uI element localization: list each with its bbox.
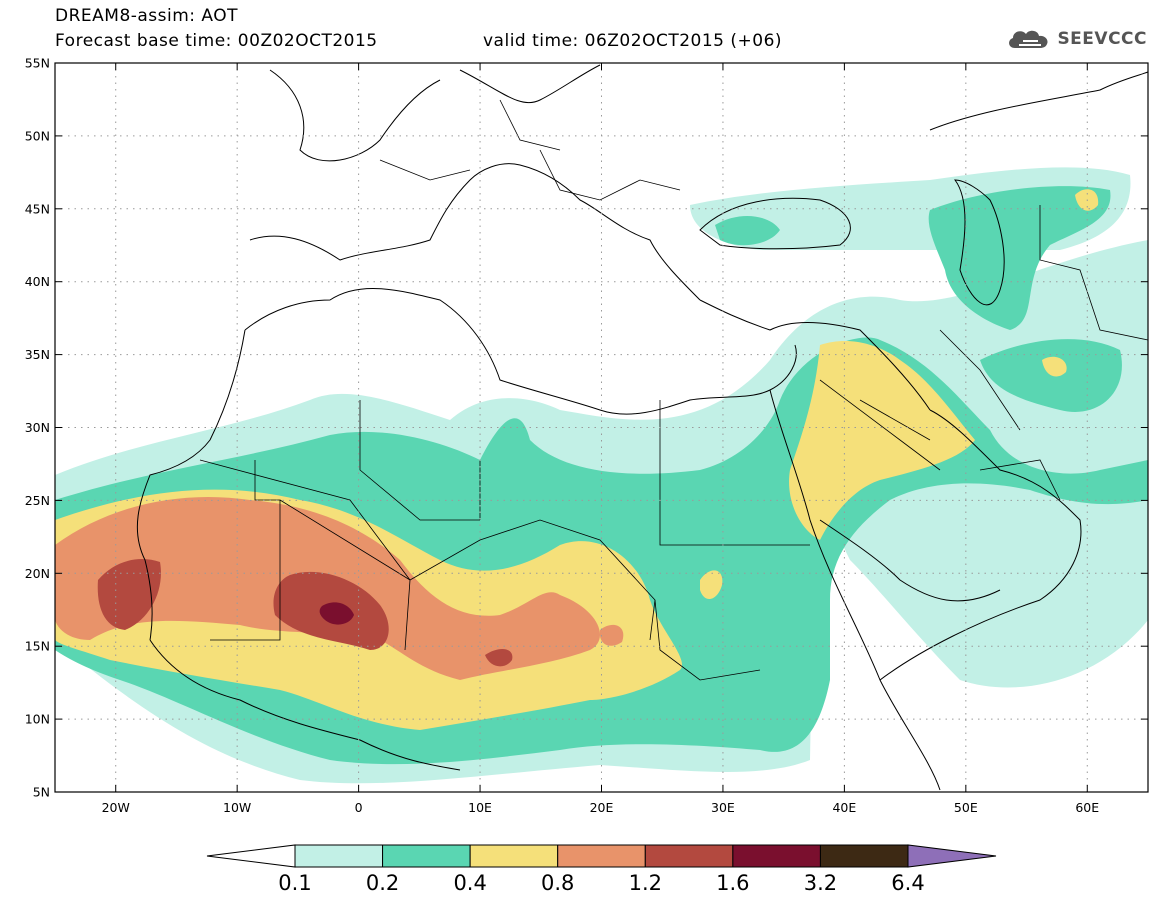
colorbar-upper-arrow (907, 844, 997, 868)
lat-tick-label: 30N (25, 420, 50, 435)
colorbar-lower-arrow (206, 844, 296, 868)
lat-tick-label: 20N (25, 566, 50, 581)
lon-tick-label: 10E (468, 800, 492, 815)
aot-contour-1.6 (319, 602, 354, 625)
colorbar-swatch (469, 844, 559, 868)
lat-tick-label: 5N (33, 785, 50, 800)
aot-contour-1.2 (97, 559, 513, 667)
coastlines (136, 64, 1148, 791)
lat-tick-label: 35N (25, 347, 50, 362)
aot-contour-0.8-small (599, 624, 624, 646)
valid-time-label: valid time: 06Z02OCT2015 (+06) (483, 31, 783, 51)
colorbar-label: 0.2 (366, 871, 399, 895)
lon-tick-label: 30E (711, 800, 735, 815)
lat-tick-label: 55N (25, 56, 50, 71)
colorbar-swatch (294, 844, 384, 868)
lat-tick-label: 25N (25, 493, 50, 508)
base-time-label: Forecast base time: 00Z02OCT2015 (55, 31, 378, 51)
lat-tick-label: 50N (25, 128, 50, 143)
colorbar-label: 6.4 (891, 871, 924, 895)
cloud-icon (1009, 30, 1048, 48)
lon-tick-label: 10W (223, 800, 251, 815)
lat-tick-label: 10N (25, 712, 50, 727)
colorbar-label: 0.8 (541, 871, 574, 895)
colorbar-swatch (819, 844, 909, 868)
aot-contour-0.2-north (715, 186, 1122, 412)
colorbar-swatch (732, 844, 821, 868)
colorbar-label: 3.2 (804, 871, 837, 895)
colorbar-label: 0.4 (453, 871, 486, 895)
aot-contour-0.4-arabia (789, 340, 975, 540)
lat-tick-label: 15N (25, 639, 50, 654)
seevccc-logo: SEEVCCC (1005, 26, 1147, 52)
colorbar-swatch (382, 844, 471, 868)
colorbar-swatch (557, 844, 646, 868)
logo-text: SEEVCCC (1057, 29, 1147, 49)
borders (199, 99, 1148, 681)
colorbar-label: 1.6 (716, 871, 749, 895)
lat-tick-label: 45N (25, 201, 50, 216)
lon-tick-label: 50E (954, 800, 978, 815)
colorbar-swatch (644, 844, 734, 868)
map-title: DREAM8-assim: AOT (55, 6, 239, 26)
lon-tick-label: 0 (355, 800, 363, 815)
lon-tick-label: 40E (832, 800, 856, 815)
graticule (55, 63, 1148, 792)
colorbar: 0.1 0.2 0.4 0.8 1.2 1.6 3.2 6.4 (206, 844, 997, 895)
colorbar-label: 1.2 (629, 871, 662, 895)
lon-tick-label: 60E (1075, 800, 1099, 815)
lon-tick-label: 20E (590, 800, 614, 815)
colorbar-label: 0.1 (278, 871, 311, 895)
lon-tick-label: 20W (102, 800, 130, 815)
lat-tick-label: 40N (25, 274, 50, 289)
